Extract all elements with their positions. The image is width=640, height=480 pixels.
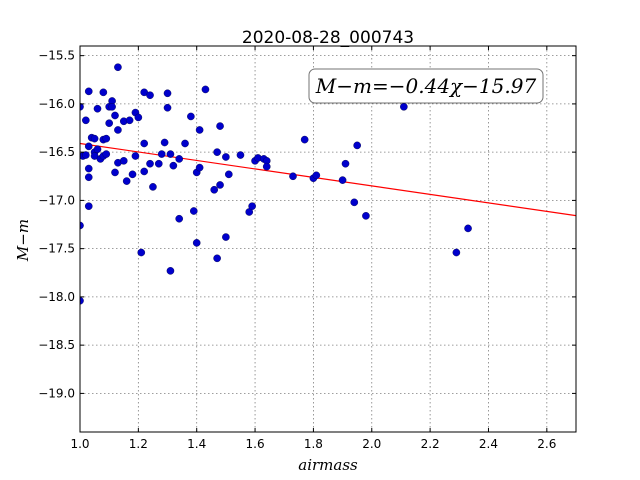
data-point xyxy=(105,119,113,127)
data-point xyxy=(353,141,361,150)
data-point xyxy=(192,239,201,247)
data-point xyxy=(114,126,122,134)
data-point xyxy=(108,102,116,111)
data-point xyxy=(114,63,122,72)
grid-lines xyxy=(80,46,576,432)
data-point xyxy=(213,148,221,156)
data-point xyxy=(163,103,172,112)
data-point xyxy=(216,122,224,130)
data-point xyxy=(99,88,108,97)
data-point xyxy=(128,170,137,179)
x-tick-label: 2.6 xyxy=(537,437,556,451)
data-point xyxy=(82,151,90,159)
data-point xyxy=(146,91,154,100)
data-point xyxy=(216,181,224,189)
data-point xyxy=(300,135,309,144)
fit-equation: M−m=−0.44χ−15.97 xyxy=(315,74,537,98)
data-point xyxy=(137,248,146,257)
data-point xyxy=(154,159,163,168)
data-point xyxy=(187,112,195,121)
data-point xyxy=(157,150,166,158)
data-point xyxy=(140,167,148,176)
data-point xyxy=(134,113,143,122)
x-tick-label: 2.0 xyxy=(362,437,381,451)
data-point xyxy=(146,159,154,168)
data-point xyxy=(195,163,204,172)
data-point xyxy=(350,198,359,207)
data-point xyxy=(111,111,119,120)
x-tick-label: 1.8 xyxy=(304,437,323,451)
data-point xyxy=(119,157,128,165)
y-axis-ticks: −15.5 −16.0 −16.5 −17.0 −17.5 −18.0 −18.5 −19.0 xyxy=(38,49,576,400)
data-point xyxy=(149,183,157,191)
data-point xyxy=(181,139,189,148)
data-point xyxy=(175,155,183,163)
x-tick-label: 1.0 xyxy=(70,437,89,451)
equation-box-frame xyxy=(308,68,544,104)
x-tick-label: 1.2 xyxy=(129,437,148,451)
x-axis-ticks: 1.0 1.2 1.4 1.6 1.8 2.0 2.2 2.4 2.6 xyxy=(70,46,556,451)
data-point xyxy=(213,254,221,263)
chart-title: 2020-08-28_000743 xyxy=(242,28,414,48)
y-tick-label: −18.0 xyxy=(38,290,75,304)
data-point xyxy=(102,134,111,143)
x-tick-label: 2.4 xyxy=(479,437,498,451)
data-point xyxy=(84,142,93,151)
y-tick-label: −15.5 xyxy=(38,49,75,63)
data-point xyxy=(102,150,111,158)
data-point xyxy=(341,159,350,168)
data-point xyxy=(84,164,93,173)
y-axis-label: M−m xyxy=(14,219,32,262)
y-tick-label: −16.0 xyxy=(38,97,75,111)
data-point xyxy=(312,171,321,180)
data-point xyxy=(175,214,183,223)
data-point xyxy=(82,116,90,125)
data-point xyxy=(163,89,172,98)
data-point xyxy=(400,102,408,111)
x-axis-label: airmass xyxy=(298,456,358,474)
data-point xyxy=(224,170,233,179)
data-point xyxy=(84,173,93,182)
data-point xyxy=(84,202,93,210)
y-tick-label: −16.5 xyxy=(38,145,75,159)
data-point xyxy=(160,138,169,147)
data-point xyxy=(166,150,175,158)
data-point xyxy=(289,172,297,181)
data-point xyxy=(122,177,131,185)
x-tick-label: 1.4 xyxy=(187,437,206,451)
data-point xyxy=(262,162,271,171)
x-tick-label: 1.6 xyxy=(246,437,265,451)
data-point xyxy=(84,87,93,96)
y-tick-label: −17.0 xyxy=(38,193,75,207)
data-point xyxy=(131,152,140,160)
data-point xyxy=(222,233,230,241)
data-point xyxy=(452,248,461,257)
data-point xyxy=(338,176,347,184)
y-tick-label: −18.5 xyxy=(38,338,75,352)
data-point xyxy=(90,134,99,143)
fit-equation-box: M−m=−0.44χ−15.97 xyxy=(308,68,544,104)
data-point xyxy=(140,139,148,148)
data-point xyxy=(201,85,210,94)
data-point xyxy=(166,267,175,275)
data-point xyxy=(169,161,178,170)
x-tick-label: 2.2 xyxy=(421,437,440,451)
data-point xyxy=(248,202,256,210)
data-point xyxy=(222,153,230,161)
data-point xyxy=(464,224,472,233)
data-point xyxy=(236,151,245,159)
data-point xyxy=(93,104,102,113)
data-point xyxy=(93,145,102,154)
data-point xyxy=(189,207,198,215)
y-tick-label: −17.5 xyxy=(38,242,75,256)
data-point xyxy=(210,185,219,194)
data-point xyxy=(111,168,119,177)
plot-frame xyxy=(79,45,577,433)
data-points xyxy=(80,63,472,305)
data-point xyxy=(125,116,134,125)
y-tick-label: −19.0 xyxy=(38,386,75,400)
data-point xyxy=(362,212,370,220)
data-point xyxy=(195,126,204,134)
